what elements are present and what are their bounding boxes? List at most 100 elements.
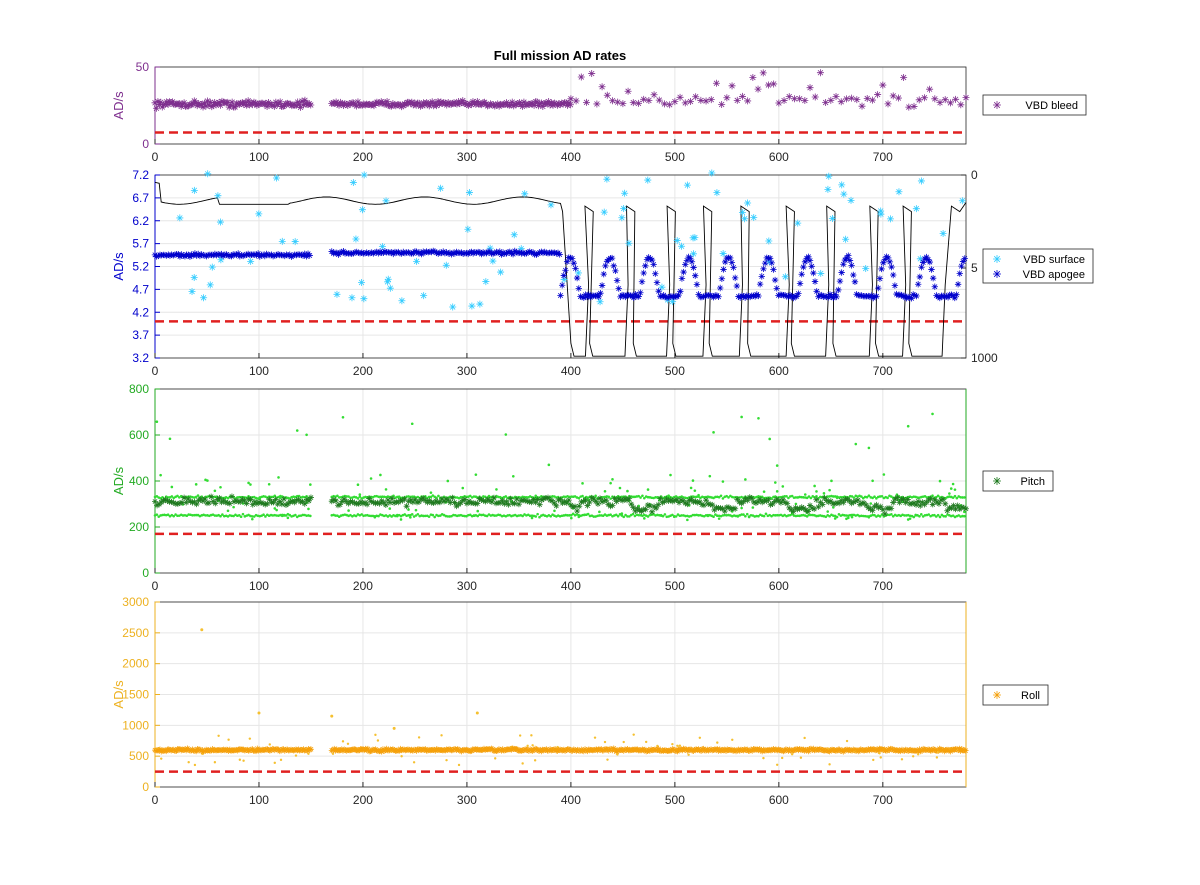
data-point — [693, 495, 697, 499]
data-point — [200, 251, 207, 259]
data-point — [288, 513, 292, 517]
data-point — [341, 740, 345, 743]
data-point — [170, 495, 174, 498]
data-point — [697, 96, 705, 104]
data-point — [415, 99, 423, 107]
data-point — [929, 501, 936, 508]
data-point — [689, 234, 697, 242]
data-point — [841, 747, 848, 754]
data-point — [451, 499, 458, 506]
data-point — [698, 748, 705, 755]
data-point — [644, 740, 648, 744]
data-point — [493, 748, 500, 755]
data-point — [396, 249, 404, 257]
data-point — [165, 746, 172, 753]
data-point — [435, 100, 443, 108]
data-point — [358, 249, 365, 256]
data-point — [217, 101, 225, 109]
data-point — [720, 266, 727, 273]
data-point — [625, 239, 633, 247]
data-point — [691, 513, 695, 517]
data-point — [356, 483, 360, 486]
data-point — [817, 496, 820, 500]
data-point — [598, 514, 601, 517]
data-point — [530, 496, 537, 503]
data-point — [274, 501, 281, 508]
data-point — [626, 489, 629, 493]
data-point — [712, 431, 715, 434]
data-point — [714, 495, 717, 499]
data-point — [513, 496, 520, 503]
data-point — [559, 747, 566, 754]
data-point — [757, 416, 760, 420]
data-point — [341, 496, 348, 503]
data-point — [155, 495, 159, 498]
data-point — [378, 243, 386, 251]
data-point — [337, 496, 341, 499]
y-tick-label: 500 — [129, 749, 149, 763]
data-point — [421, 101, 429, 109]
data-point — [401, 249, 409, 257]
data-point — [187, 513, 190, 516]
data-point — [480, 497, 487, 504]
legend-box — [982, 684, 1049, 706]
panel-4: 0 100 200 300 400 500 600 700 0 500 1000 1500 2000 25… — [111, 595, 969, 807]
data-point — [603, 175, 611, 183]
data-point — [276, 498, 283, 505]
data-point — [603, 91, 611, 99]
data-point — [306, 746, 313, 753]
data-point — [915, 498, 922, 505]
data-point — [307, 752, 310, 755]
data-point — [251, 99, 259, 107]
data-point — [338, 248, 345, 256]
data-point — [251, 515, 254, 518]
data-point — [394, 747, 401, 754]
data-point — [913, 747, 920, 754]
data-point — [765, 496, 772, 503]
data-point — [153, 253, 160, 260]
series-pitch — [152, 493, 969, 517]
data-point — [331, 752, 335, 755]
x-tick-label: 500 — [665, 793, 685, 807]
data-point — [825, 499, 832, 506]
data-point — [790, 508, 797, 515]
data-point — [794, 496, 798, 499]
data-point — [601, 514, 605, 518]
y-tick-label: 4.2 — [132, 305, 149, 319]
data-point — [726, 254, 734, 262]
x-tick-label: 400 — [561, 364, 581, 378]
data-point — [445, 250, 452, 257]
data-point — [765, 237, 773, 245]
y-tick-label: 1500 — [122, 688, 149, 702]
data-point — [881, 510, 888, 517]
data-point — [828, 488, 831, 492]
data-point — [297, 103, 305, 111]
data-point — [719, 494, 723, 498]
data-point — [601, 497, 608, 504]
data-point — [384, 496, 391, 503]
data-point — [232, 505, 235, 509]
data-point — [920, 94, 928, 102]
data-point — [847, 196, 855, 204]
data-point — [880, 259, 887, 267]
y-tick-label: 800 — [129, 382, 149, 396]
data-point — [713, 189, 721, 197]
data-point — [646, 502, 653, 509]
data-point — [865, 504, 872, 511]
data-point — [163, 252, 170, 259]
x-tick-label: 100 — [249, 579, 269, 593]
data-point — [931, 95, 939, 103]
data-point — [410, 422, 414, 426]
x-tick-label: 0 — [152, 150, 159, 164]
data-point — [836, 277, 844, 285]
data-point — [446, 100, 454, 108]
data-point — [433, 102, 441, 110]
data-point — [263, 250, 270, 258]
data-point — [368, 498, 375, 505]
data-point — [253, 748, 260, 755]
data-point — [721, 258, 729, 266]
data-point — [890, 513, 893, 516]
data-point — [662, 293, 669, 301]
data-point — [619, 100, 627, 108]
data-point — [372, 500, 379, 507]
